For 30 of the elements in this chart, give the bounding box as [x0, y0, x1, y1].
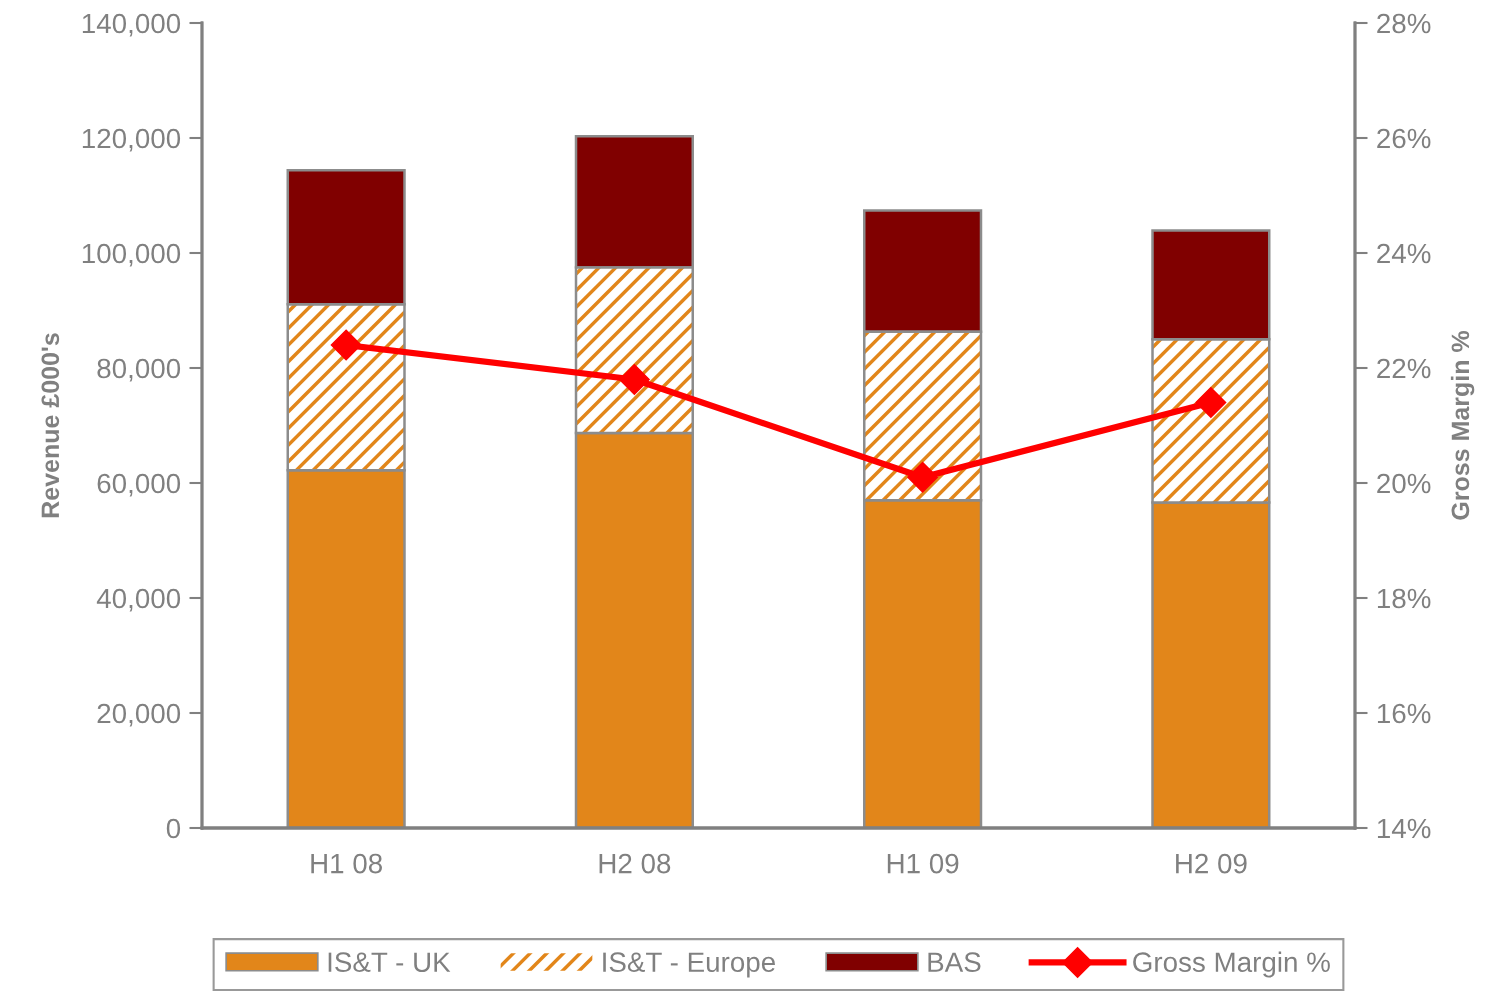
y-tick-label: 60,000 [97, 473, 181, 497]
y2-tick-label: 18% [1377, 588, 1431, 609]
y-tick-label: 140,000 [82, 13, 181, 37]
x-tick-label: H2 09 [1176, 853, 1247, 874]
x-tick-label: H1 09 [887, 853, 959, 874]
point [907, 461, 939, 493]
y2-tick-label: 20% [1377, 473, 1431, 494]
point [618, 364, 650, 395]
legend-label: IS&T - Europe [603, 952, 775, 978]
y-tick-label: 120,000 [82, 128, 181, 152]
y2-tick-label: 24% [1377, 243, 1431, 264]
y2-tick-label: 14% [1377, 818, 1431, 839]
y-tick-label: 0 [166, 818, 181, 839]
y2-tick-label: 26% [1377, 128, 1431, 149]
y-tick-label: 20,000 [97, 703, 181, 727]
legend-label: IS&T - UK [328, 952, 451, 973]
y2-tick-label: 16% [1377, 703, 1431, 724]
y-axis-title: Revenue £000's [41, 333, 60, 518]
legend-label: BAS [928, 952, 981, 973]
y2-tick-label: 22% [1377, 358, 1431, 379]
y-tick-label: 80,000 [97, 358, 181, 382]
y2-axis-title: Gross Margin % [1450, 331, 1475, 520]
y-tick-label: 40,000 [96, 588, 181, 612]
x-tick-label: H2 08 [599, 853, 671, 874]
point [1195, 387, 1227, 418]
y-tick-label: 100,000 [82, 243, 181, 267]
x-tick-label: H1 08 [311, 853, 382, 874]
point [330, 329, 362, 361]
y2-tick-label: 28% [1377, 13, 1431, 34]
legend-label: Gross Margin % [1133, 951, 1330, 978]
